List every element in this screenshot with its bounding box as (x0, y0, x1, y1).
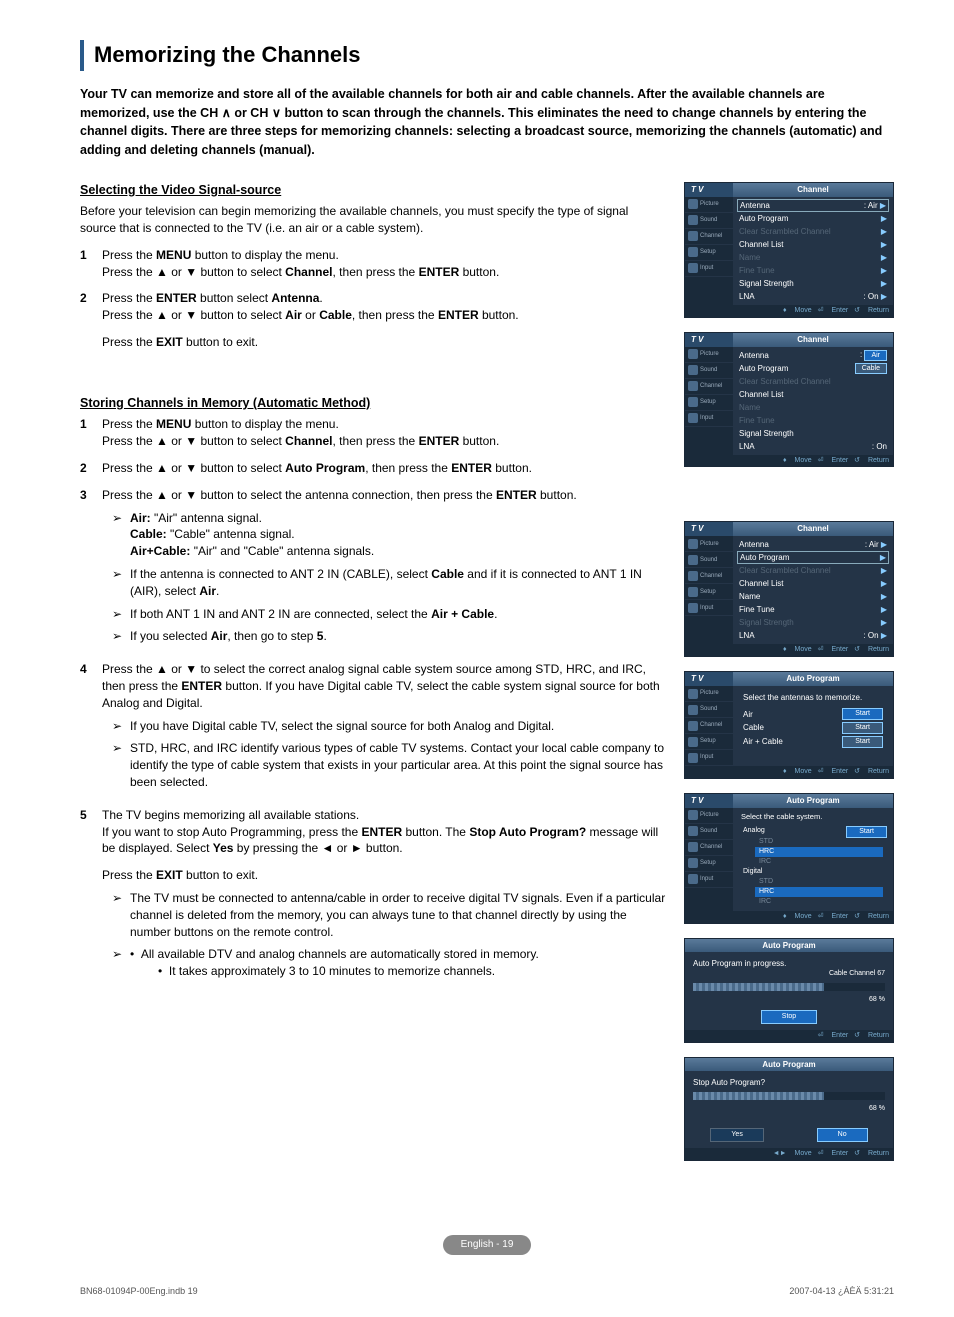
intro-paragraph: Your TV can memorize and store all of th… (80, 85, 894, 160)
section1-steps: 1 Press the MENU button to display the m… (80, 247, 666, 351)
osd-select-antennas: T VAuto Program Picture Sound Channel Se… (684, 671, 894, 779)
section2-steps: 1 Press the MENU button to display the m… (80, 416, 666, 990)
page-number-pill: English - 19 (443, 1235, 532, 1255)
osd-sidebar: Picture Sound Channel Setup Input (685, 197, 733, 305)
page-footer: English - 19 BN68-01094P-00Eng.indb 19 2… (80, 1235, 894, 1298)
section1-heading: Selecting the Video Signal-source (80, 182, 666, 200)
osd-screenshots-column: T VChannel Picture Sound Channel Setup I… (684, 182, 894, 1175)
osd-stop-confirm: Auto Program Stop Auto Program? 68 % Yes… (684, 1057, 894, 1161)
osd-autoprogram-highlight: T VChannel Picture Sound Channel Setup I… (684, 521, 894, 657)
section2-heading: Storing Channels in Memory (Automatic Me… (80, 395, 666, 413)
main-text-column: Selecting the Video Signal-source Before… (80, 182, 666, 1175)
osd-progress: Auto Program Auto Program in progress. C… (684, 938, 894, 1043)
osd-cable-system: T VAuto Program Picture Sound Channel Se… (684, 793, 894, 924)
osd-channel-menu-1: T VChannel Picture Sound Channel Setup I… (684, 182, 894, 318)
section1-lead: Before your television can begin memoriz… (80, 203, 666, 237)
page-title: Memorizing the Channels (94, 40, 894, 71)
doc-timestamp: 2007-04-13 ¿ÀÈÄ 5:31:21 (789, 1285, 894, 1298)
doc-id: BN68-01094P-00Eng.indb 19 (80, 1285, 198, 1298)
osd-antenna-select: T VChannel Picture Sound Channel Setup I… (684, 332, 894, 468)
